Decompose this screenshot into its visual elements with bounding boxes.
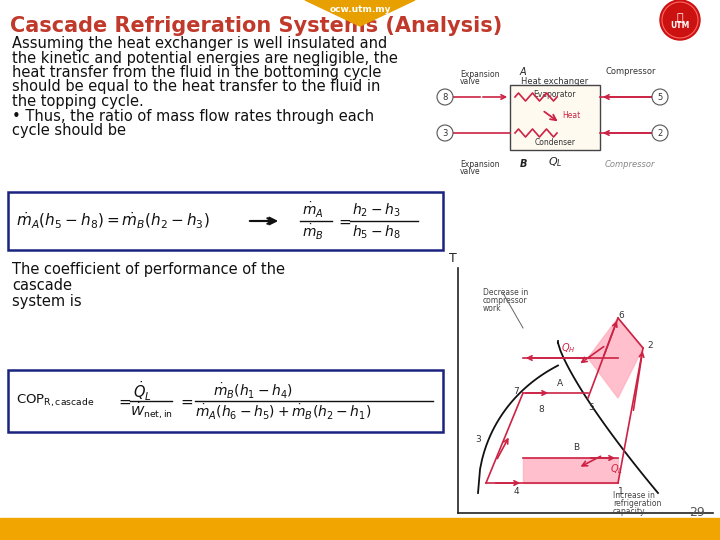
Text: cascade: cascade [12,278,72,293]
Text: Cascade Refrigeration Systems (Analysis): Cascade Refrigeration Systems (Analysis) [10,16,503,36]
Circle shape [660,0,700,40]
Text: • Thus, the ratio of mass flow rates through each: • Thus, the ratio of mass flow rates thr… [12,109,374,124]
Text: Heat: Heat [562,111,580,119]
Text: 2: 2 [647,341,653,350]
Text: should be equal to the heat transfer to the fluid in: should be equal to the heat transfer to … [12,79,380,94]
Text: 5: 5 [588,403,594,413]
Text: $\dot{m}_B$: $\dot{m}_B$ [302,222,324,241]
Text: heat transfer from the fluid in the bottoming cycle: heat transfer from the fluid in the bott… [12,65,382,80]
Text: A: A [520,67,526,77]
Text: the kinetic and potential energies are negligible, the: the kinetic and potential energies are n… [12,51,398,65]
Text: Expansion: Expansion [460,160,500,169]
FancyBboxPatch shape [8,192,443,250]
Text: $\mathrm{COP_{R,cascade}}$: $\mathrm{COP_{R,cascade}}$ [16,393,94,409]
Text: Condenser: Condenser [534,138,575,147]
Text: $\dot{W}_{\mathrm{net,in}}$: $\dot{W}_{\mathrm{net,in}}$ [130,402,173,422]
Text: 3: 3 [475,435,481,444]
Text: $h_5 - h_8$: $h_5 - h_8$ [352,224,401,241]
Text: Expansion: Expansion [460,70,500,79]
Text: valve: valve [460,77,481,86]
Text: Evaporator: Evaporator [534,90,576,99]
Text: Compressor: Compressor [605,67,655,76]
Text: the topping cycle.: the topping cycle. [12,94,144,109]
Text: $=$: $=$ [116,394,132,408]
Text: Assuming the heat exchanger is well insulated and: Assuming the heat exchanger is well insu… [12,36,387,51]
Text: cycle should be: cycle should be [12,123,126,138]
Text: $\dot{m}_A(h_5 - h_8) = \dot{m}_B(h_2 - h_3)$: $\dot{m}_A(h_5 - h_8) = \dot{m}_B(h_2 - … [16,211,210,231]
Text: s: s [716,515,720,528]
Text: $Q_L$: $Q_L$ [610,462,623,476]
Text: Heat exchanger: Heat exchanger [521,77,589,86]
Circle shape [437,89,453,105]
Text: 29: 29 [689,507,705,519]
Text: refrigeration: refrigeration [613,499,662,508]
Text: work: work [483,304,502,313]
Text: valve: valve [460,167,481,176]
Text: 1: 1 [618,487,624,496]
Text: The coefficient of performance of the: The coefficient of performance of the [12,262,285,277]
Text: Ⓤ: Ⓤ [677,13,683,23]
Text: system is: system is [12,294,81,309]
Text: $=$: $=$ [178,394,194,408]
Text: 3: 3 [442,129,448,138]
Text: $Q_L$: $Q_L$ [548,155,562,169]
Text: 5: 5 [657,92,662,102]
Text: Compressor: Compressor [605,160,655,169]
Text: 4: 4 [513,487,519,496]
Text: UTM: UTM [670,21,690,30]
Circle shape [652,125,668,141]
FancyBboxPatch shape [8,370,443,432]
Text: 2: 2 [657,129,662,138]
Circle shape [662,2,698,38]
Polygon shape [523,458,618,483]
Text: $=$: $=$ [336,213,352,228]
Text: 8: 8 [442,92,448,102]
Text: B: B [520,159,527,169]
Bar [0,518,720,540]
Text: T: T [449,252,457,265]
Text: $h_2 - h_3$: $h_2 - h_3$ [352,201,400,219]
Text: $\dot{Q}_L$: $\dot{Q}_L$ [133,379,152,403]
Text: A: A [557,379,563,388]
Circle shape [437,125,453,141]
Polygon shape [588,318,643,398]
Text: Decrease in: Decrease in [483,288,528,297]
Text: 7: 7 [513,387,519,395]
Text: $Q_H$: $Q_H$ [562,341,576,355]
Text: Increase in: Increase in [613,491,655,500]
Text: $\dot{m}_A$: $\dot{m}_A$ [302,200,324,220]
Text: $\dot{m}_A(h_6 - h_5) + \dot{m}_B(h_2 - h_1)$: $\dot{m}_A(h_6 - h_5) + \dot{m}_B(h_2 - … [195,402,372,422]
Bar [510,85,600,150]
Circle shape [652,89,668,105]
Text: 6: 6 [618,310,624,320]
Text: $\dot{m}_B(h_1 - h_4)$: $\dot{m}_B(h_1 - h_4)$ [213,381,293,401]
Text: capacity: capacity [613,507,646,516]
Text: compressor: compressor [483,296,528,305]
Text: ocw.utm.my: ocw.utm.my [329,5,391,15]
Polygon shape [305,0,415,26]
Text: B: B [573,443,579,453]
Text: 8: 8 [538,406,544,415]
